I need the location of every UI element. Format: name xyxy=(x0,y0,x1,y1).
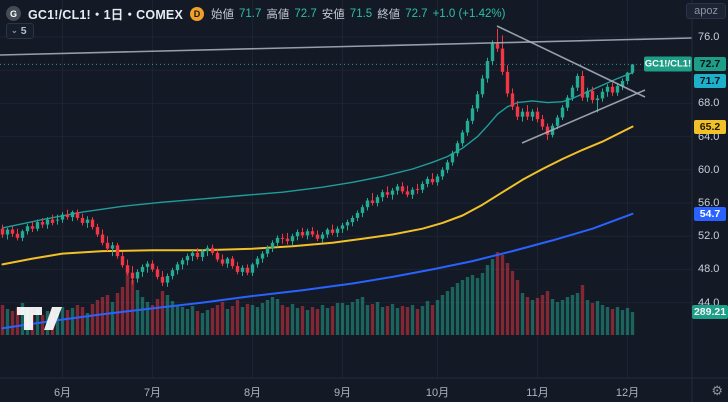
price-tick-label: 76.0 xyxy=(698,31,720,43)
volume-value-label: 289.21 xyxy=(692,304,728,319)
time-axis-month-label: 12月 xyxy=(615,387,640,399)
username-watermark: apoz xyxy=(686,3,726,19)
low-label: 安値 xyxy=(321,8,345,21)
ma-yellow-line xyxy=(1,125,634,266)
price-tick-label: 56.0 xyxy=(698,197,720,209)
chevron-down-icon: ⌄ xyxy=(11,26,18,35)
ma-blue xyxy=(1,212,634,330)
ma-yellow xyxy=(1,125,634,266)
pennant-upper-line xyxy=(496,25,646,98)
blue-ma-value-label: 54.7 xyxy=(694,206,726,221)
time-axis-month-label: 8月 xyxy=(243,387,262,399)
price-tick-label: 48.0 xyxy=(698,263,720,276)
axis-settings-gear-icon[interactable]: ⚙ xyxy=(711,383,723,398)
time-axis-month-label: 7月 xyxy=(143,387,162,399)
price-tick-label: 68.0 xyxy=(698,97,720,110)
time-axis-month-label: 9月 xyxy=(333,387,352,399)
indicator-count: 5 xyxy=(20,24,27,37)
interval-badge[interactable]: D xyxy=(190,6,205,21)
volume-bars xyxy=(0,252,635,335)
open-value: 71.7 xyxy=(239,7,262,20)
trendline-drawings xyxy=(0,25,693,144)
price-tick-label: 52.0 xyxy=(698,230,720,243)
symbol-legend: G GC1!/CL1!・1日・COMEX D 始値 71.7 高値 72.7 安値 7… xyxy=(6,4,505,23)
open-label: 始値 xyxy=(211,8,235,21)
candles xyxy=(0,28,635,287)
yellow-ma-value-label: 65.2 xyxy=(694,119,726,134)
close-value: 72.7 xyxy=(405,7,428,20)
symbol-name-price-flag: GC1!/CL1! xyxy=(644,56,692,72)
ohlc-readout: 始値 71.7 高値 72.7 安値 71.5 終値 72.7 +1.0 (+1.42%… xyxy=(211,6,505,22)
high-label: 高値 xyxy=(266,8,290,21)
tradingview-logo[interactable] xyxy=(16,303,63,332)
pennant-lower-line xyxy=(521,89,646,144)
low-value: 71.5 xyxy=(349,7,373,20)
cyan-ma-value-label: 71.7 xyxy=(694,74,726,88)
change-value: +1.0 (+1.42%) xyxy=(432,7,506,20)
symbol-logo-icon: G xyxy=(6,6,21,21)
indicator-collapse-button[interactable]: ⌄ 5 xyxy=(6,22,34,39)
time-axis-month-label: 10月 xyxy=(425,387,450,399)
time-axis-month-label: 6月 xyxy=(53,387,72,399)
high-value: 72.7 xyxy=(294,7,317,20)
time-axis-month-label: 11月 xyxy=(526,387,549,399)
symbol-title[interactable]: GC1!/CL1!・1日・COMEX xyxy=(28,8,184,22)
price-tick-label: 60.0 xyxy=(698,163,720,176)
symbol-price-label: 72.7 xyxy=(694,57,726,72)
long-resistance-line xyxy=(0,37,693,56)
price-tick-label: 64.0 xyxy=(698,130,720,143)
close-label: 終値 xyxy=(377,8,401,21)
ma-blue-line xyxy=(1,212,634,330)
